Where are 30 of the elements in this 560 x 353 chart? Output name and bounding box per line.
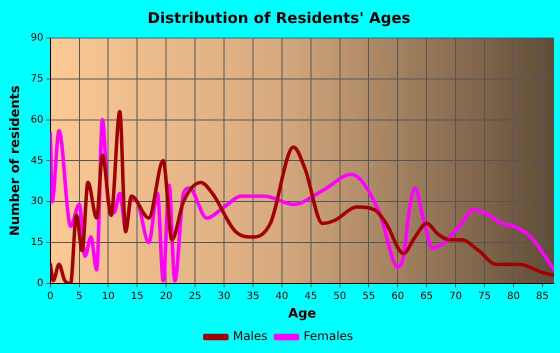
x-tick-label: 75 (478, 290, 491, 302)
y-tick-label: 45 (30, 155, 44, 166)
x-tick-label: 35 (246, 290, 260, 302)
y-tick-label: 0 (36, 278, 44, 289)
x-tick-label: 30 (218, 290, 230, 302)
x-tick-label: 40 (276, 290, 288, 302)
x-tick-label: 85 (536, 290, 549, 302)
x-tick-label: 15 (130, 290, 144, 302)
x-axis-title: Age (288, 306, 316, 322)
x-tick-label: 70 (449, 290, 462, 302)
y-tick-label: 90 (30, 32, 44, 44)
x-tick-label: 50 (333, 290, 346, 302)
y-tick-label: 60 (30, 114, 44, 126)
y-tick-label: 75 (30, 73, 44, 84)
x-tick-label: 55 (362, 290, 376, 302)
y-tick-label: 30 (30, 196, 44, 208)
x-tick-label: 80 (507, 290, 520, 302)
x-tick-label: 10 (102, 290, 115, 302)
x-tick-label: 60 (391, 290, 404, 302)
chart-title: Distribution of Residents' Ages (148, 8, 411, 27)
x-tick-label: 25 (188, 290, 202, 302)
legend-label: Females (304, 329, 354, 344)
y-axis-title: Number of residents (8, 85, 24, 236)
x-tick-label: 5 (76, 290, 82, 302)
legend-label: Males (232, 329, 268, 344)
x-tick-label: 20 (160, 290, 172, 302)
x-tick-label: 0 (47, 290, 54, 302)
x-tick-label: 65 (420, 290, 433, 302)
y-tick-label: 15 (30, 237, 44, 248)
x-tick-label: 45 (304, 290, 318, 302)
